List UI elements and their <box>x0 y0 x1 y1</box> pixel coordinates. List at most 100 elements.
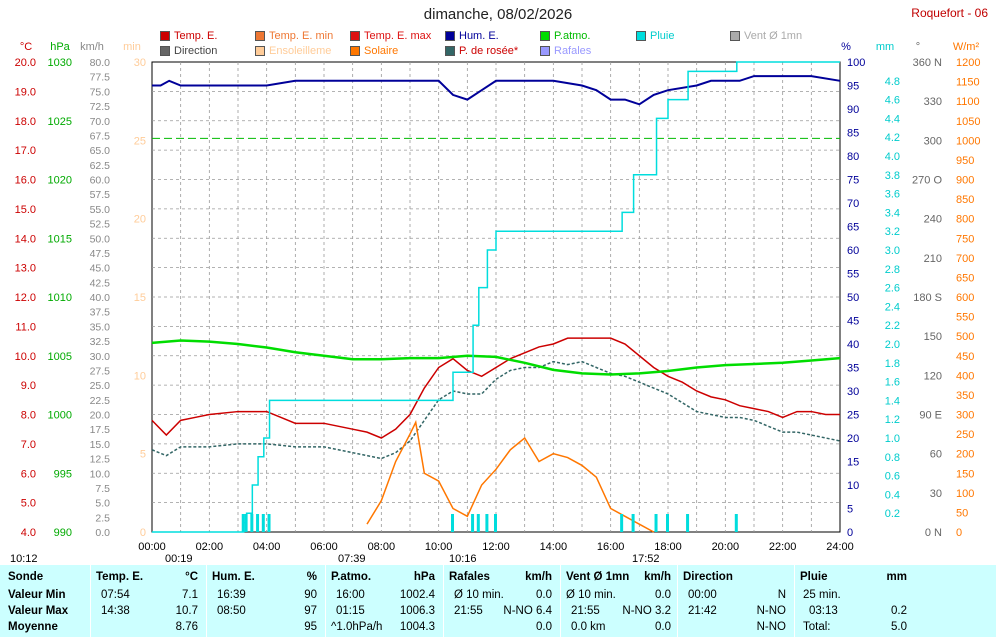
legend-label: P. de rosée* <box>459 45 519 57</box>
y-tick-label-solar: 450 <box>956 351 974 363</box>
legend-label: Hum. E. <box>459 30 499 42</box>
rain-bar <box>631 514 635 532</box>
y-tick-label-wind: 32.5 <box>90 336 111 348</box>
stats-header-rafales: Rafales <box>449 571 490 583</box>
y-tick-label-temp: 9.0 <box>21 380 36 392</box>
moonset-label: 10:16 <box>449 553 477 565</box>
y-tick-label-direction: 90 E <box>919 410 942 422</box>
y-tick-label-rain: 0.4 <box>885 489 900 501</box>
stats-cell: 1002.4 <box>399 589 435 601</box>
stats-cell: Total: <box>803 621 831 633</box>
stats-cell: 90 <box>304 589 317 601</box>
y-tick-label-humidity: 95 <box>847 81 859 93</box>
y-tick-label-solar: 750 <box>956 233 974 245</box>
axis-unit-label: min <box>123 41 141 53</box>
y-tick-label-wind: 77.5 <box>90 72 111 84</box>
y-tick-label-direction: 210 <box>924 253 942 265</box>
y-tick-label-sun: 15 <box>134 292 146 304</box>
y-tick-label-pressure: 1000 <box>48 410 72 422</box>
stats-cell: 5.0 <box>891 621 907 633</box>
series-line <box>151 360 841 460</box>
x-tick-label: 22:00 <box>769 541 797 553</box>
stats-header-pluie-unit: mm <box>886 571 907 583</box>
y-tick-label-temp: 18.0 <box>15 116 36 128</box>
legend-swatch <box>636 31 646 41</box>
y-tick-label-sun: 25 <box>134 135 146 147</box>
y-tick-label-temp: 8.0 <box>21 410 36 422</box>
stats-cell: N-NO <box>756 605 786 617</box>
y-tick-label-temp: 15.0 <box>15 204 36 216</box>
y-tick-label-wind: 7.5 <box>95 483 110 495</box>
stats-cell: 95 <box>304 621 317 633</box>
legend-item: Hum. E. <box>445 30 499 42</box>
stats-cell: 25 min. <box>803 589 841 601</box>
y-tick-label-solar: 250 <box>956 429 974 441</box>
y-tick-label-wind: 67.5 <box>90 130 111 142</box>
y-tick-label-wind: 0.0 <box>95 527 110 539</box>
legend: Temp. E. Temp. E. min Temp. E. max Hum. … <box>0 30 996 60</box>
stats-panel: Sonde Valeur Min Valeur Max Moyenne Temp… <box>0 565 996 637</box>
y-tick-label-humidity: 45 <box>847 316 859 328</box>
legend-item: Direction <box>160 45 217 57</box>
stats-cell: Ø 10 min. <box>566 589 616 601</box>
y-tick-label-sun: 5 <box>140 449 146 461</box>
stats-cell: 0.0 <box>655 589 671 601</box>
legend-label: P.atmo. <box>554 30 591 42</box>
y-tick-label-direction: 240 <box>924 214 942 226</box>
y-tick-label-rain: 1.4 <box>885 395 900 407</box>
y-tick-label-wind: 52.5 <box>90 219 111 231</box>
y-tick-label-wind: 70.0 <box>90 116 111 128</box>
y-tick-label-wind: 60.0 <box>90 175 111 187</box>
y-tick-label-wind: 17.5 <box>90 424 111 436</box>
y-tick-label-wind: 80.0 <box>90 57 111 69</box>
y-tick-label-humidity: 80 <box>847 151 859 163</box>
legend-swatch <box>540 31 550 41</box>
stats-header-direction: Direction <box>683 571 733 583</box>
y-tick-label-solar: 600 <box>956 292 974 304</box>
legend-item: Ensoleilleme <box>255 45 331 57</box>
legend-item: Temp. E. max <box>350 30 431 42</box>
y-tick-label-temp: 14.0 <box>15 233 36 245</box>
y-tick-label-temp: 17.0 <box>15 145 36 157</box>
stats-cell: 8.76 <box>175 621 198 633</box>
y-tick-label-direction: 180 S <box>913 292 942 304</box>
sunrise-label: 07:39 <box>338 553 366 565</box>
sunset-label: 17:52 <box>632 553 660 565</box>
series-line <box>152 75 841 106</box>
legend-label: Pluie <box>650 30 675 42</box>
y-tick-label-temp: 13.0 <box>15 263 36 275</box>
rain-bar <box>654 514 658 532</box>
y-tick-label-temp: 5.0 <box>21 498 36 510</box>
axis-unit-label: mm <box>876 41 894 53</box>
stats-cell: 21:42 <box>688 605 717 617</box>
stats-header-vent: Vent Ø 1mn <box>566 571 630 583</box>
y-tick-label-humidity: 10 <box>847 480 859 492</box>
stats-cell: 1004.3 <box>399 621 435 633</box>
y-tick-label-direction: 120 <box>924 370 942 382</box>
moonrise-label: 10:12 <box>10 553 38 565</box>
y-tick-label-direction: 300 <box>924 135 942 147</box>
legend-label: Temp. E. <box>174 30 218 42</box>
legend-item: P.atmo. <box>540 30 591 42</box>
y-tick-label-rain: 0.6 <box>885 471 900 483</box>
rain-bar <box>494 514 497 532</box>
legend-label: Direction <box>174 45 218 57</box>
axis-unit-label: % <box>841 41 851 53</box>
y-tick-label-temp: 16.0 <box>15 175 36 187</box>
y-tick-label-temp: 19.0 <box>15 86 36 98</box>
stats-header-rafales-unit: km/h <box>525 571 552 583</box>
y-tick-label-wind: 55.0 <box>90 204 111 216</box>
y-tick-label-humidity: 5 <box>847 504 853 516</box>
y-tick-label-humidity: 30 <box>847 386 859 398</box>
y-tick-label-solar: 900 <box>956 175 974 187</box>
y-tick-label-rain: 2.4 <box>885 301 900 313</box>
y-tick-label-humidity: 25 <box>847 410 859 422</box>
y-tick-label-rain: 1.0 <box>885 433 900 445</box>
y-tick-label-humidity: 70 <box>847 198 859 210</box>
axis-unit-label: ° <box>916 41 920 53</box>
y-tick-label-temp: 4.0 <box>21 527 36 539</box>
rain-bar <box>471 514 475 532</box>
legend-swatch <box>540 46 550 56</box>
legend-item: Temp. E. <box>160 30 217 42</box>
y-tick-label-rain: 3.0 <box>885 245 900 257</box>
